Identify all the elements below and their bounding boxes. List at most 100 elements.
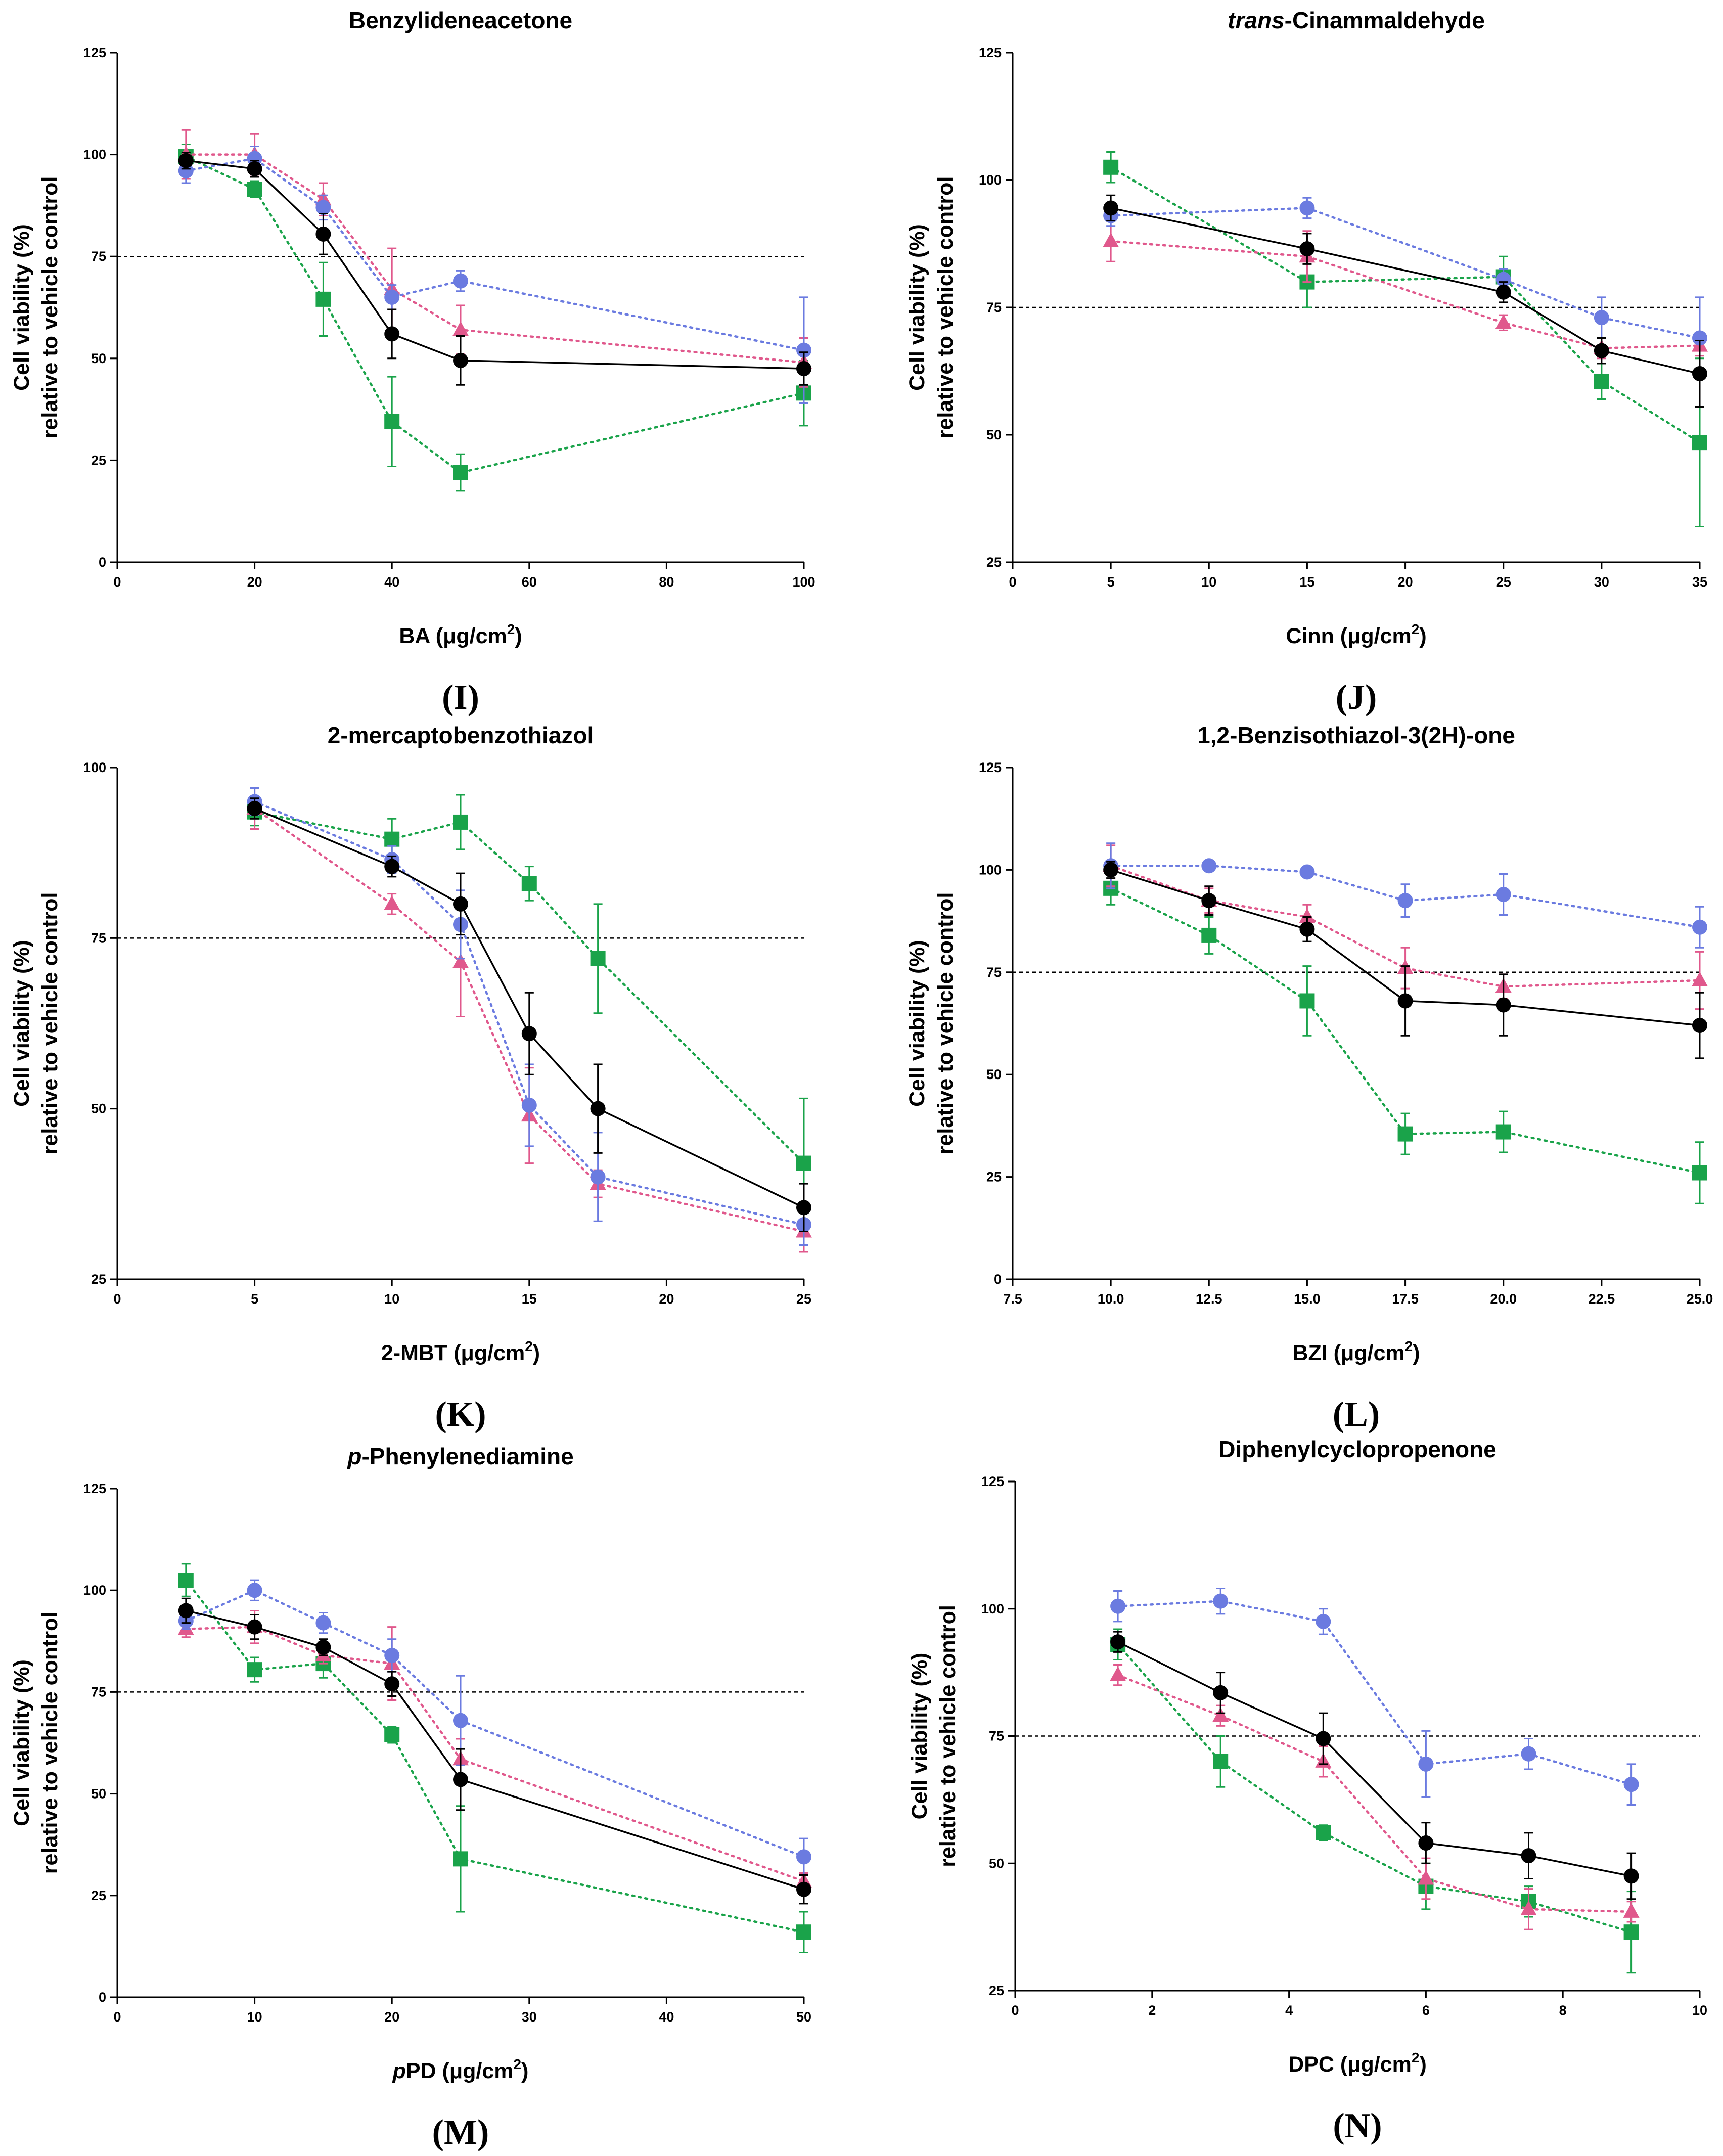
series-line-pink	[253, 807, 805, 1233]
data-point-black	[384, 859, 400, 874]
x-tick-label: 17.5	[1392, 1291, 1419, 1307]
series-green	[1103, 871, 1707, 1204]
data-point-blue	[1110, 1598, 1126, 1614]
x-tick-label: 12.5	[1196, 1291, 1222, 1307]
x-tick-label: 30	[522, 2009, 537, 2025]
y-tick-label: 100	[979, 862, 1002, 877]
series-green	[178, 143, 811, 492]
x-tick-label: 40	[659, 2009, 674, 2025]
y-axis-label: Cell viability (%) relative to vehicle co…	[905, 176, 958, 439]
x-tick-label: 25	[796, 1291, 811, 1307]
data-point-black	[1418, 1835, 1434, 1851]
data-point-black	[796, 361, 811, 376]
y-tick-label: 125	[979, 45, 1002, 60]
panel-letter: (M)	[432, 2113, 489, 2152]
panel-letter: (J)	[1336, 678, 1377, 717]
y-tick-label: 50	[91, 351, 106, 366]
data-point-blue	[453, 273, 468, 289]
y-axis-label: Cell viability (%) relative to vehicle co…	[10, 1612, 62, 1874]
series-line-black	[253, 807, 805, 1209]
x-tick-label: 10	[384, 1291, 399, 1307]
x-tick-label: 80	[659, 574, 674, 590]
series-line-black	[1117, 1641, 1633, 1877]
series-black	[178, 1597, 811, 1905]
data-point-blue	[247, 1583, 262, 1598]
y-tick-label: 75	[91, 249, 106, 264]
data-point-pink	[1110, 1666, 1126, 1681]
data-point-pink	[384, 895, 400, 910]
data-point-black	[1103, 862, 1119, 878]
series-blue	[178, 1579, 811, 1876]
data-point-blue	[453, 1713, 468, 1728]
series-line-green	[253, 811, 805, 1164]
series-line-green	[1116, 1643, 1633, 1934]
data-point-black	[1495, 997, 1511, 1013]
x-tick-label: 0	[113, 2009, 121, 2025]
series-line-blue	[1109, 865, 1701, 928]
x-tick-label: 40	[384, 574, 399, 590]
x-tick-label: 0	[1011, 2003, 1019, 2018]
y-tick-label: 100	[981, 1601, 1004, 1616]
y-tick-label: 25	[986, 1170, 1002, 1185]
y-tick-label: 75	[989, 1729, 1004, 1744]
panel-letter: (N)	[1333, 2106, 1382, 2145]
y-tick-label: 50	[91, 1101, 106, 1116]
x-tick-label: 30	[1594, 574, 1609, 590]
data-point-blue	[521, 1097, 537, 1113]
y-axis-label: Cell viability (%) relative to vehicle co…	[905, 892, 958, 1155]
x-tick-label: 15	[522, 1291, 537, 1307]
data-point-green	[521, 876, 537, 891]
data-point-black	[247, 161, 262, 176]
data-point-black	[384, 326, 400, 342]
data-point-blue	[1201, 858, 1217, 874]
x-tick-label: 20	[247, 574, 262, 590]
series-line-black	[1110, 869, 1701, 1026]
series-blue	[1110, 1587, 1639, 1806]
series-line-pink	[185, 153, 805, 364]
data-point-black	[1594, 343, 1609, 358]
data-point-black	[1692, 1018, 1707, 1034]
y-tick-label: 25	[986, 555, 1002, 570]
chart-title: Benzylideneacetone	[349, 7, 572, 33]
data-point-green	[1397, 1126, 1413, 1142]
data-point-green	[384, 1727, 400, 1742]
x-tick-label: 10	[1692, 2003, 1707, 2018]
data-point-blue	[1299, 200, 1315, 216]
data-point-black	[590, 1101, 606, 1116]
y-tick-label: 0	[99, 555, 106, 570]
data-point-black	[247, 1619, 262, 1635]
panel-L: 1,2-Benzisothiazol-3(2H)-one 0 25 50 75 100 12…	[905, 722, 1713, 1434]
data-point-blue	[1623, 1777, 1639, 1792]
data-point-green	[1594, 374, 1609, 389]
data-point-green	[453, 465, 468, 480]
data-point-black	[1692, 366, 1707, 382]
x-axis-label: pPD (μg/cm2)	[392, 2056, 529, 2083]
x-tick-label: 0	[1009, 574, 1016, 590]
x-axis-label: Cinn (μg/cm2)	[1286, 621, 1426, 648]
data-point-pink	[452, 321, 469, 336]
y-tick-label: 100	[83, 147, 106, 162]
data-point-green	[453, 1851, 468, 1867]
y-tick-label: 25	[989, 1983, 1004, 1998]
x-axis-label: DPC (μg/cm2)	[1288, 2050, 1427, 2077]
y-axis-label: Cell viability (%) relative to vehicle co…	[10, 892, 62, 1155]
y-tick-label: 100	[83, 1583, 106, 1598]
data-point-pink	[1299, 908, 1316, 923]
data-point-green	[1692, 435, 1707, 451]
series-green	[1110, 1628, 1639, 1974]
data-point-blue	[1521, 1746, 1536, 1762]
x-tick-label: 20.0	[1490, 1291, 1517, 1307]
series-line-green	[1109, 166, 1701, 444]
data-point-blue	[315, 1615, 331, 1631]
data-point-blue	[1594, 310, 1609, 326]
y-tick-label: 50	[989, 1856, 1004, 1871]
x-tick-label: 10.0	[1098, 1291, 1124, 1307]
y-tick-label: 50	[986, 427, 1002, 442]
y-tick-label: 125	[981, 1474, 1004, 1489]
data-point-green	[315, 291, 331, 307]
data-point-pink	[1520, 1900, 1537, 1915]
series-line-blue	[185, 157, 805, 351]
data-point-black	[1299, 241, 1315, 257]
y-tick-label: 75	[986, 300, 1002, 315]
data-point-green	[178, 1573, 194, 1588]
